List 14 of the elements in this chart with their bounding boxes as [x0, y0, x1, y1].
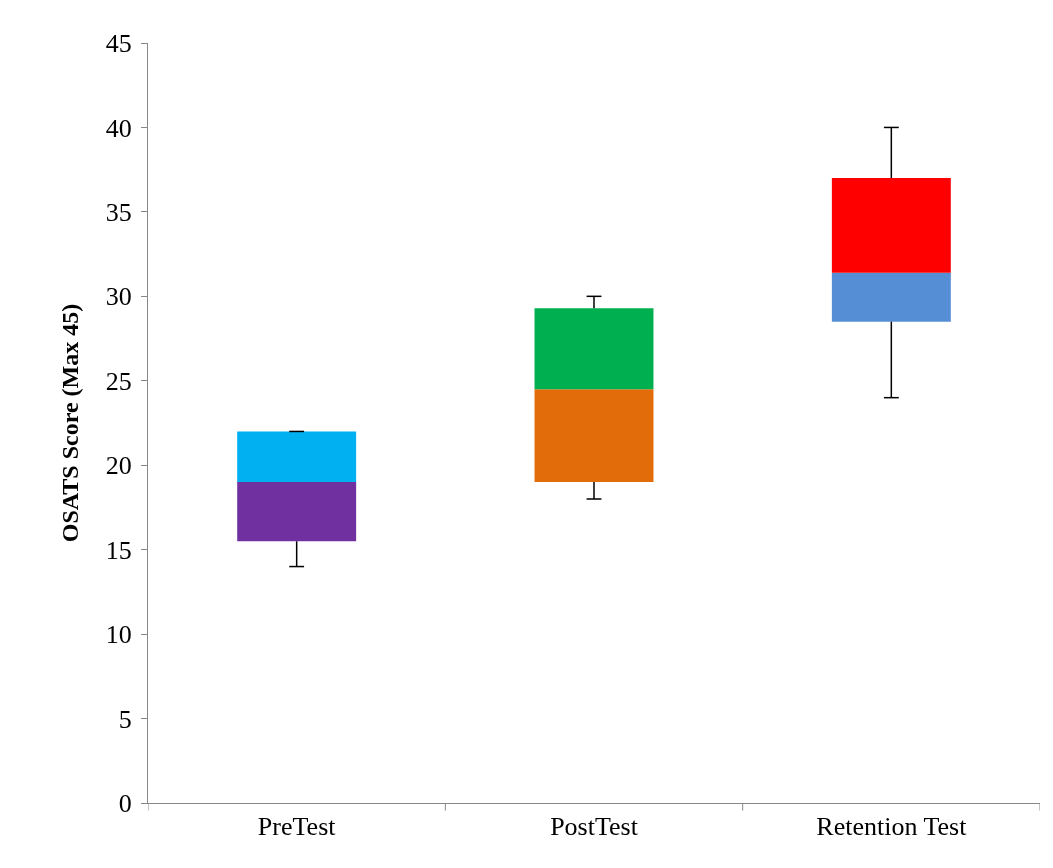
- y-tick-label: 35: [105, 197, 132, 227]
- y-tick-label: 25: [105, 366, 132, 396]
- y-axis-title: OSATS Score (Max 45): [56, 303, 83, 543]
- y-tick-label: 30: [105, 282, 132, 312]
- y-tick-label: 45: [105, 29, 132, 59]
- y-tick-label: 0: [118, 789, 132, 819]
- y-tick-label: 40: [105, 113, 132, 143]
- y-tick-label: 15: [105, 535, 132, 565]
- x-tick-label: PreTest: [257, 812, 337, 842]
- y-tick-label: 20: [105, 451, 132, 481]
- x-tick-label: Retention Test: [816, 812, 968, 842]
- y-tick-label: 10: [105, 620, 132, 650]
- y-tick-label: 5: [118, 704, 132, 734]
- x-tick-label: PostTest: [550, 812, 639, 842]
